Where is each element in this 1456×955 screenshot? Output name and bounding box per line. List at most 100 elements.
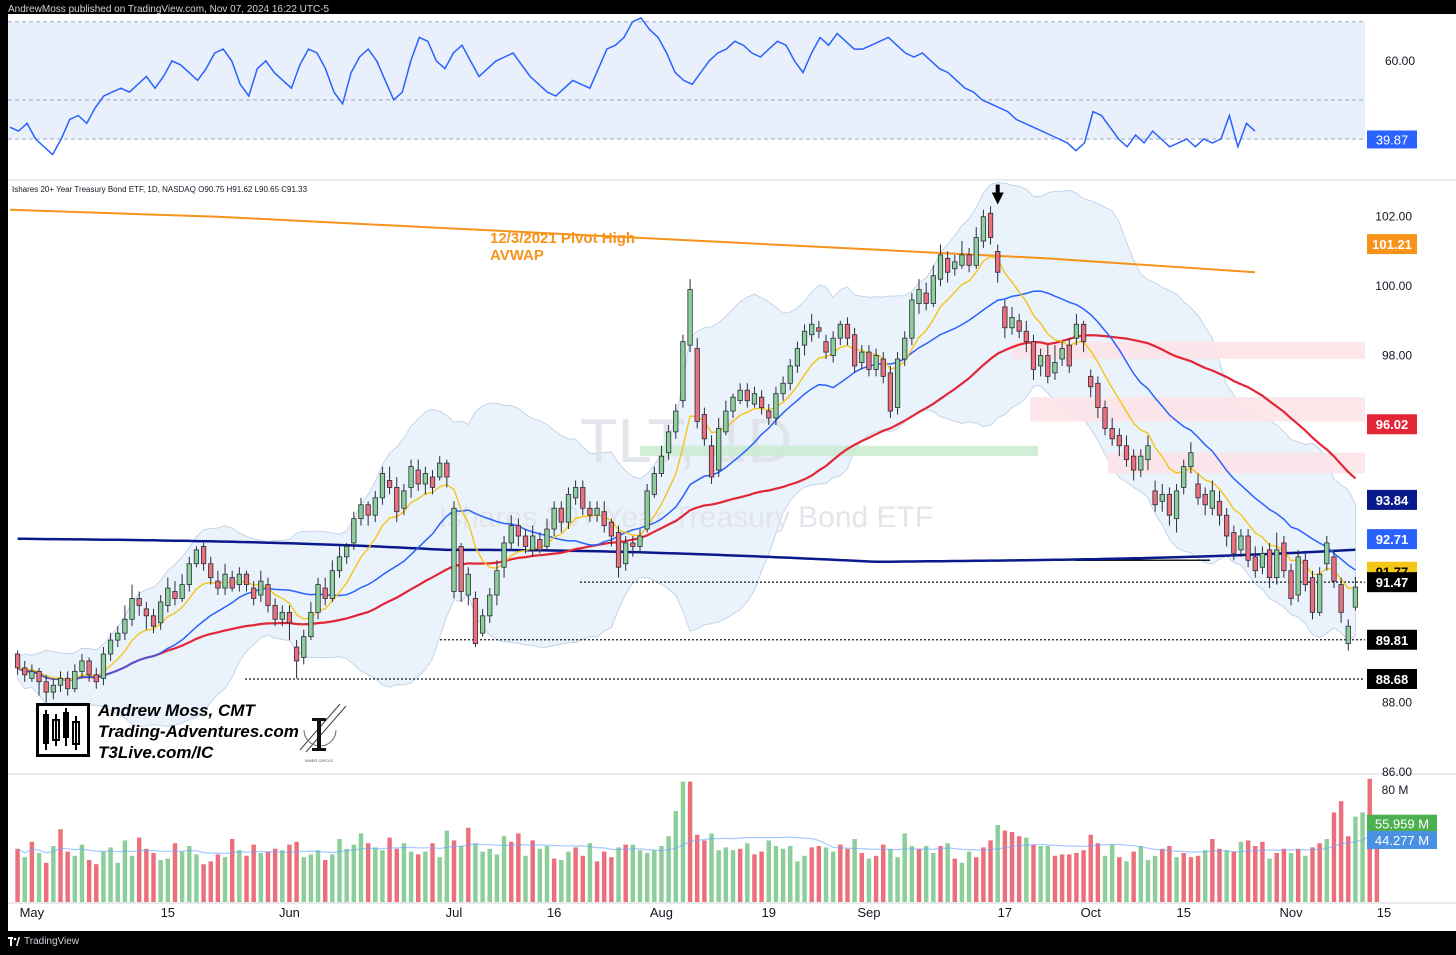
price-tick-label: 86.00 <box>1382 765 1412 779</box>
candle-body <box>780 382 786 395</box>
price-label: 91.47 <box>1376 575 1409 590</box>
candle-body <box>86 660 92 676</box>
x-tick-label: Jun <box>279 905 300 920</box>
sma-50-line <box>17 334 1357 682</box>
candle-body <box>372 497 378 516</box>
price-label: 92.71 <box>1376 532 1409 547</box>
candle-body <box>236 573 242 585</box>
candle-body <box>107 639 114 655</box>
x-tick-label: 15 <box>1377 905 1391 920</box>
candle-body <box>1252 556 1258 572</box>
volume-bar <box>702 840 707 902</box>
inner-circle-logo-icon: INNER CIRCLE <box>299 703 347 763</box>
volume-bar <box>337 839 342 902</box>
sma-200-line <box>17 537 1356 564</box>
candle-body <box>701 414 708 440</box>
volume-bar <box>537 848 543 902</box>
volume-bar <box>487 848 492 902</box>
candle-body <box>594 507 600 516</box>
candle-body <box>172 591 178 599</box>
candle-body <box>415 469 421 485</box>
volume-bar <box>322 860 328 902</box>
volume-bar <box>916 848 922 902</box>
volume-label-bg <box>1367 831 1437 850</box>
candle-body <box>916 289 922 304</box>
candle-body <box>1095 382 1101 408</box>
volume-bar <box>1253 846 1258 902</box>
candle-body <box>72 670 78 690</box>
volume-bar <box>1324 839 1330 902</box>
volume-bar <box>1181 853 1186 902</box>
candle-body <box>50 684 56 693</box>
volume-bar <box>294 841 299 902</box>
volume-bar <box>194 854 199 902</box>
volume-bar <box>1346 836 1351 902</box>
volume-bar <box>301 857 306 902</box>
candle-body <box>150 615 157 627</box>
volume-bar <box>623 844 628 902</box>
candle-body <box>1352 586 1359 608</box>
candle-body <box>479 615 486 634</box>
candle-body <box>322 587 328 599</box>
volume-bar <box>373 847 378 902</box>
candle-body <box>501 542 507 568</box>
candle-body <box>379 473 386 499</box>
candle-body <box>766 410 772 419</box>
volume-bar <box>594 861 600 902</box>
candle-body <box>1066 344 1072 367</box>
candle-body <box>966 254 972 266</box>
volume-bar <box>129 855 135 902</box>
candle-body <box>100 653 107 679</box>
volume-bar <box>809 847 814 902</box>
candle-body <box>515 525 521 537</box>
volume-bar <box>29 841 35 902</box>
candle-body <box>630 542 636 547</box>
volume-bar <box>1145 860 1151 902</box>
volume-bar <box>72 855 78 902</box>
author-link[interactable]: T3Live.com/IC <box>98 743 214 762</box>
candle-body <box>1231 532 1237 554</box>
candle-body <box>651 473 657 495</box>
volume-bar <box>36 853 42 902</box>
candle-body <box>1030 341 1037 370</box>
author-site[interactable]: Trading-Adventures.com <box>98 722 299 741</box>
volume-bar <box>745 843 750 902</box>
candle-body <box>143 608 149 617</box>
volume-bar <box>1288 853 1294 902</box>
volume-bar <box>272 848 278 902</box>
price-tick-label: 88.00 <box>1382 696 1412 710</box>
volume-bar <box>101 851 106 902</box>
volume-bar <box>1195 855 1201 902</box>
candle-body <box>43 681 49 693</box>
volume-bar <box>251 844 256 902</box>
candle-body <box>744 389 750 402</box>
candle-body <box>1138 455 1144 471</box>
candle-body <box>995 251 1001 273</box>
volume-bar <box>852 839 857 902</box>
volume-bar <box>652 850 657 902</box>
candle-body <box>572 487 579 499</box>
volume-bar <box>680 781 686 902</box>
volume-bar <box>1303 855 1308 902</box>
price-tick-label: 98.00 <box>1382 349 1412 363</box>
volume-bar <box>451 840 457 902</box>
volume-bar <box>1310 847 1315 902</box>
volume-bar <box>1174 857 1179 902</box>
candle-body <box>193 549 200 565</box>
volume-bar <box>895 857 900 902</box>
candle-body <box>1245 535 1251 561</box>
candle-body <box>837 323 843 339</box>
candle-body <box>945 257 951 273</box>
candle-body <box>680 341 686 402</box>
candle-body <box>637 535 643 547</box>
volume-bar <box>795 861 800 902</box>
volume-bar <box>1231 851 1237 902</box>
watermark-name: Ishares 20+ Year Treasury Bond ETF <box>439 501 933 534</box>
watermark-symbol: TLT, 1D <box>580 407 792 476</box>
volume-bar <box>859 853 864 902</box>
volume-bar <box>187 846 192 902</box>
rsi-band-fill <box>8 21 1365 139</box>
volume-bar <box>237 850 242 902</box>
candle-body <box>565 493 572 523</box>
candle-body <box>937 254 944 280</box>
